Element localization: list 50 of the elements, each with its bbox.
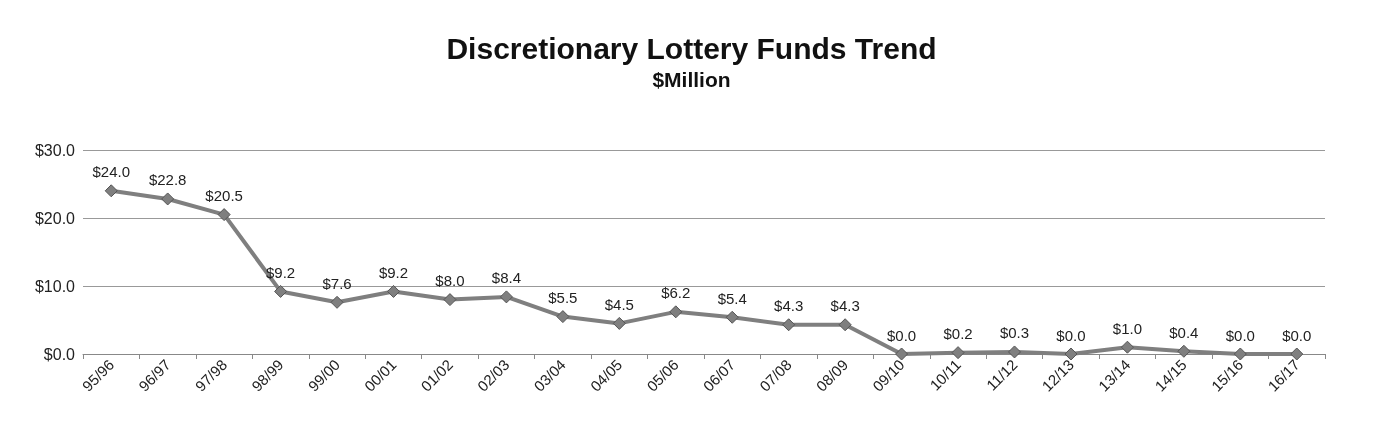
point — [782, 318, 796, 332]
point — [1233, 347, 1247, 361]
y-tick-label: $20.0 — [34, 209, 76, 227]
data-label: $0.0 — [1056, 326, 1086, 344]
data-label: $9.2 — [265, 263, 296, 281]
data-label: $1.0 — [1112, 319, 1143, 337]
point — [895, 347, 909, 361]
point — [330, 295, 344, 309]
point — [443, 293, 457, 307]
y-tick-label: $30.0 — [34, 141, 76, 159]
point — [104, 184, 118, 198]
data-label: $0.0 — [886, 326, 917, 344]
data-label: $20.5 — [205, 187, 243, 205]
point — [387, 284, 400, 298]
point — [161, 192, 175, 206]
point — [1008, 345, 1021, 359]
data-label: $5.5 — [548, 289, 578, 307]
point — [838, 318, 852, 332]
point — [217, 208, 231, 222]
data-label: $0.4 — [1169, 323, 1199, 341]
point — [499, 290, 513, 304]
point — [1064, 347, 1078, 361]
data-label: $22.8 — [148, 171, 187, 189]
data-label: $9.2 — [378, 263, 409, 281]
y-tick-label: $0.0 — [43, 345, 76, 363]
chart-subtitle: $Million — [652, 68, 731, 91]
point — [951, 346, 965, 360]
point — [556, 310, 570, 324]
point — [612, 316, 626, 330]
data-label: $8.4 — [491, 269, 522, 287]
data-label: $6.2 — [661, 284, 691, 302]
point — [1177, 344, 1191, 358]
point — [1120, 340, 1134, 354]
data-label: $0.2 — [943, 325, 973, 343]
data-label: $24.0 — [92, 163, 130, 181]
point — [725, 310, 739, 324]
data-label: $8.0 — [435, 272, 465, 290]
data-label: $7.6 — [322, 274, 352, 292]
data-label: $4.3 — [774, 297, 804, 315]
point — [274, 284, 288, 298]
y-tick-label: $10.0 — [34, 277, 76, 295]
chart-title: Discretionary Lottery Funds Trend — [446, 31, 937, 65]
data-label: $4.5 — [604, 295, 634, 313]
point — [669, 305, 683, 319]
data-label: $5.4 — [717, 289, 747, 307]
data-label: $0.3 — [999, 324, 1030, 342]
data-label: $4.3 — [830, 297, 860, 315]
point — [1290, 347, 1304, 361]
data-label: $0.0 — [1225, 326, 1255, 344]
data-label: $0.0 — [1282, 326, 1312, 344]
